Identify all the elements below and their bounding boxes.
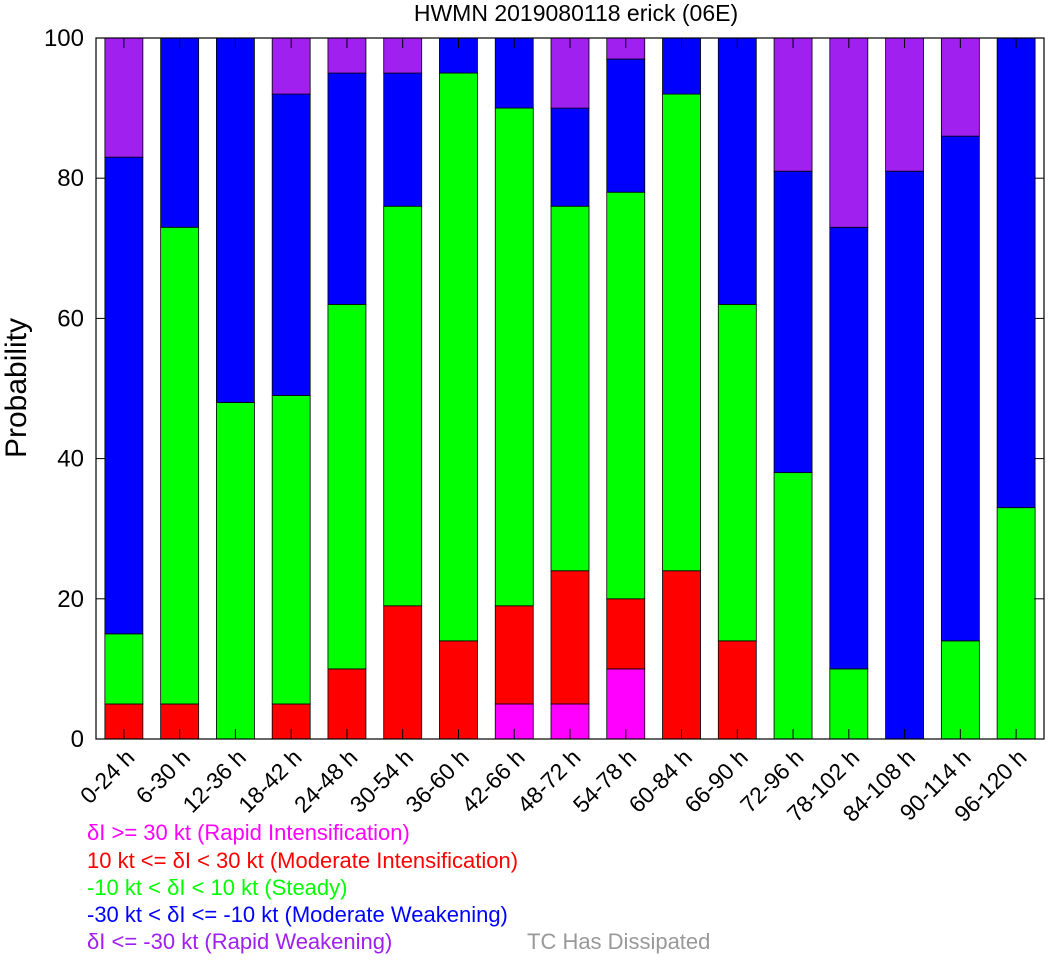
bar-segment-rw-15: [940, 37, 980, 137]
bar-segment-mw-5: [383, 72, 423, 207]
bar-segment-mi-10: [662, 570, 701, 740]
bar-segment-rw-4: [327, 37, 367, 74]
bar-segment-rw-3: [271, 37, 311, 95]
x-tick-label-0: 0-24 h: [75, 744, 140, 809]
bar-segment-st-5: [383, 205, 423, 607]
bar-segment-mi-8: [550, 570, 590, 705]
bar-segment-mw-13: [829, 226, 869, 670]
y-tick-label-0: 0: [71, 726, 84, 753]
y-tick-label-80: 80: [57, 165, 84, 192]
bar-segment-mi-7: [494, 605, 534, 705]
bar-segment-mi-4: [327, 668, 367, 740]
legend-tc-dissipated: TC Has Dissipated: [527, 929, 711, 954]
legend-rapid-weakening: δI <= -30 kt (Rapid Weakening): [87, 929, 393, 954]
bar-segment-mw-2: [216, 37, 255, 403]
y-axis-label: Probability: [0, 318, 33, 458]
y-tick-label-60: 60: [57, 305, 84, 332]
bar-segment-st-6: [439, 72, 478, 642]
y-tick-label-40: 40: [57, 446, 84, 473]
bar-segment-mw-7: [494, 37, 534, 109]
bar-segment-mw-11: [717, 37, 757, 305]
bar-segment-st-1: [160, 226, 200, 705]
legend-steady: -10 kt < δI < 10 kt (Steady): [87, 875, 348, 900]
bar-segment-mw-8: [550, 107, 590, 207]
bar-segment-st-12: [773, 472, 813, 740]
bar-segment-mw-1: [160, 37, 200, 228]
legend-moderate-weakening: -30 kt < δI <= -10 kt (Moderate Weakenin…: [87, 902, 508, 927]
bar-segment-ri-9: [606, 668, 646, 740]
bar-segment-mi-5: [383, 605, 423, 740]
bar-segment-st-13: [829, 668, 869, 740]
bar-segment-st-7: [494, 107, 534, 607]
bar-segment-mw-14: [885, 170, 924, 740]
bar-segment-rw-14: [885, 37, 924, 172]
bar-segment-st-11: [717, 303, 757, 642]
bar-segment-st-8: [550, 205, 590, 572]
bar-segment-st-16: [996, 507, 1036, 740]
bar-segment-mw-12: [773, 170, 813, 474]
bar-segment-st-4: [327, 303, 367, 670]
bar-segment-st-10: [662, 93, 701, 572]
bar-segment-mw-15: [940, 135, 980, 642]
bar-segment-rw-0: [104, 37, 144, 158]
bar-segment-rw-12: [773, 37, 813, 172]
bar-segment-st-15: [940, 640, 980, 740]
bar-segment-st-3: [271, 395, 311, 705]
bars: [104, 37, 1036, 740]
plot-border: [95, 37, 1045, 740]
y-tick-label-100: 100: [44, 25, 84, 52]
bar-segment-mw-4: [327, 72, 367, 305]
legend-rapid-intensification: δI >= 30 kt (Rapid Intensification): [87, 820, 410, 845]
bar-segment-mi-11: [717, 640, 757, 740]
bar-segment-mi-6: [439, 640, 478, 740]
bar-segment-mi-9: [606, 598, 646, 670]
bar-segment-st-2: [216, 402, 255, 740]
bar-segment-mw-9: [606, 58, 646, 193]
bar-segment-rw-13: [829, 37, 869, 228]
plot-frame: [95, 37, 1045, 740]
y-tick-label-20: 20: [57, 586, 84, 613]
bar-segment-st-9: [606, 191, 646, 600]
bar-segment-st-0: [104, 633, 144, 705]
legend-moderate-intensification: 10 kt <= δI < 30 kt (Moderate Intensific…: [87, 848, 519, 873]
bar-segment-mw-3: [271, 93, 311, 396]
bar-segment-rw-8: [550, 37, 590, 109]
bar-segment-mw-16: [996, 37, 1036, 509]
chart-title: HWMN 2019080118 erick (06E): [414, 0, 738, 26]
bar-segment-mw-0: [104, 156, 144, 635]
